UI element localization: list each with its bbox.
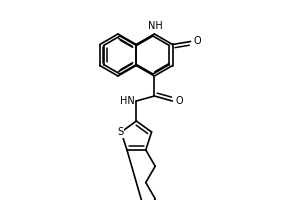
Text: NH: NH [148, 21, 163, 31]
Text: S: S [117, 127, 123, 137]
Text: HN: HN [120, 96, 135, 106]
Text: O: O [176, 96, 183, 106]
Text: O: O [194, 36, 201, 46]
